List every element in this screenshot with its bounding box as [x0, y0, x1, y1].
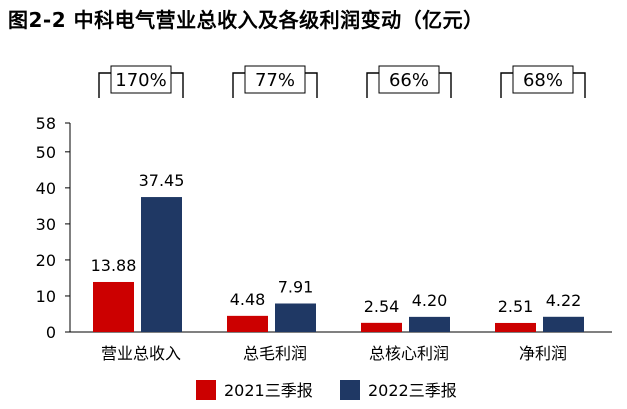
growth-bracket: [232, 72, 318, 98]
data-label: 13.88: [91, 256, 137, 275]
bar-1-1: [93, 281, 134, 332]
growth-label: 170%: [115, 70, 166, 91]
y-tick-label: 30: [36, 215, 56, 234]
growth-box: [512, 65, 574, 94]
bar-2-4: [543, 316, 584, 332]
bar-2-2: [275, 303, 316, 332]
growth-bracket: [98, 72, 184, 98]
growth-box: [110, 65, 172, 94]
growth-label: 77%: [255, 70, 295, 91]
x-tick-label: 营业总收入: [101, 344, 181, 363]
y-tick-label: 20: [36, 251, 56, 270]
y-tick-label: 58: [36, 114, 56, 133]
x-tick-label: 总核心利润: [369, 344, 449, 363]
data-label: 4.22: [546, 291, 582, 310]
bar-1-4: [495, 322, 536, 332]
y-tick-label: 10: [36, 287, 56, 306]
x-tick-label: 净利润: [519, 344, 567, 363]
bar-1-3: [361, 322, 402, 332]
legend-label-1: 2021三季报: [224, 381, 313, 400]
legend-label-2: 2022三季报: [368, 381, 457, 400]
bar-1-2: [227, 315, 268, 332]
y-tick-label: 0: [46, 323, 56, 342]
chart-title: 图2-2 中科电气营业总收入及各级利润变动（亿元）: [8, 8, 484, 32]
legend-swatch-1: [196, 380, 216, 400]
data-label: 2.54: [364, 297, 400, 316]
y-tick-label: 40: [36, 179, 56, 198]
legend-swatch-2: [340, 380, 360, 400]
growth-box: [378, 65, 440, 94]
growth-bracket: [366, 72, 452, 98]
data-label: 2.51: [498, 297, 534, 316]
data-label: 4.48: [230, 290, 266, 309]
x-tick-label: 总毛利润: [243, 344, 307, 363]
bar-2-1: [141, 197, 182, 332]
growth-bracket: [500, 72, 586, 98]
y-tick-label: 50: [36, 143, 56, 162]
data-label: 7.91: [278, 277, 314, 296]
data-label: 37.45: [139, 171, 185, 190]
data-label: 4.20: [412, 291, 448, 310]
growth-label: 68%: [523, 70, 563, 91]
bar-2-3: [409, 316, 450, 332]
growth-label: 66%: [389, 70, 429, 91]
growth-box: [244, 65, 306, 94]
